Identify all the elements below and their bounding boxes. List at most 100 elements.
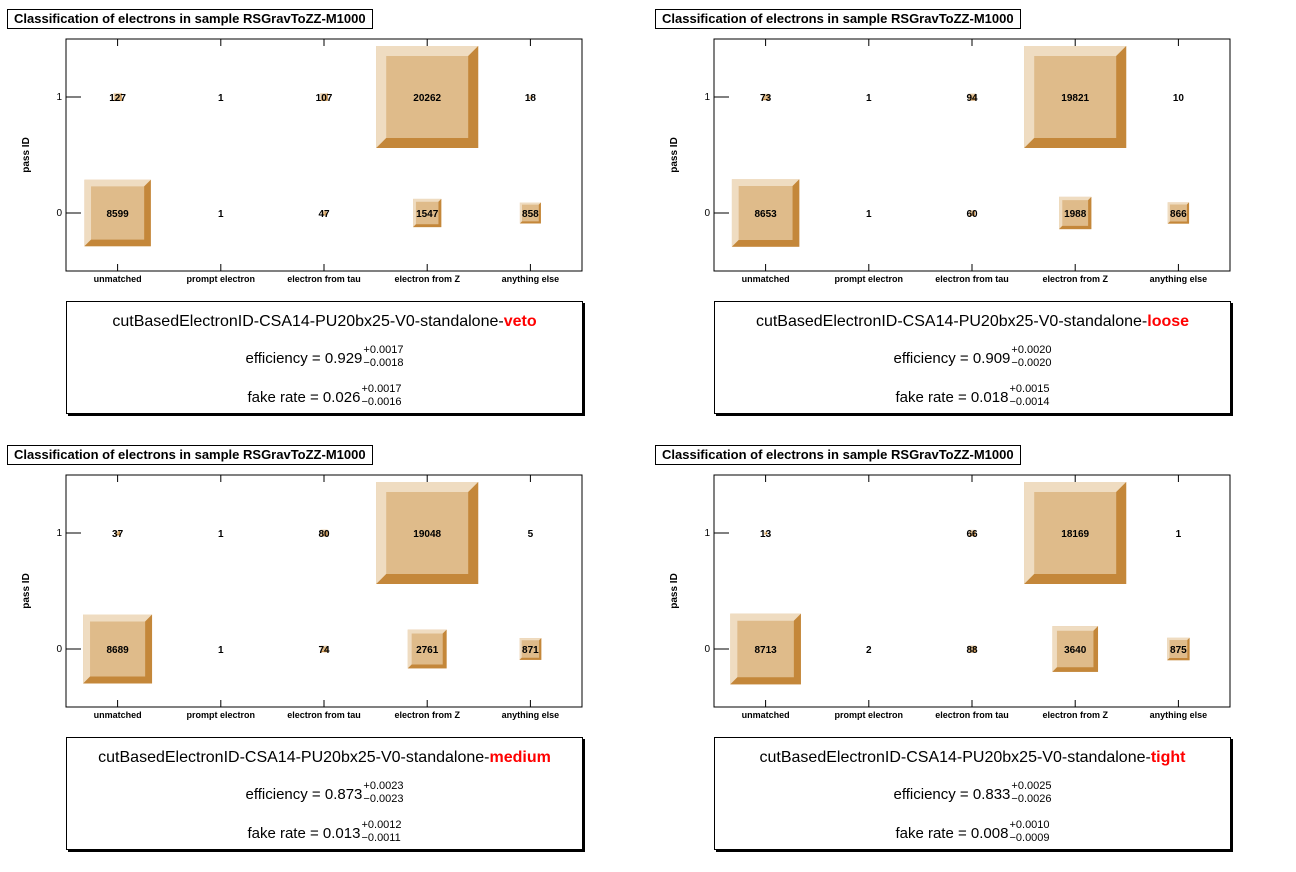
box-bevel-light (519, 638, 542, 660)
cell-value-label: 866 (1170, 209, 1187, 220)
efficiency-errors: +0.0020 −0.0020 (1011, 344, 1051, 370)
box-bevel-light (1059, 196, 1092, 230)
box-face (1059, 196, 1092, 230)
cell-value-label: 1547 (416, 209, 439, 220)
cell-value-label: 858 (522, 209, 539, 220)
box-bevel-dark (731, 179, 800, 247)
efficiency-line: efficiency = 0.929 +0.0017 −0.0018 (67, 344, 582, 372)
box-plot-tight: unmatched prompt electron electron from ta… (669, 474, 1231, 720)
efficiency-label: efficiency = (893, 349, 973, 367)
id-prefix: cutBasedElectronID-CSA14-PU20bx25-V0-sta… (98, 749, 490, 766)
id-summary-box: cutBasedElectronID-CSA14-PU20bx25-V0-sta… (66, 301, 583, 414)
count-box (320, 645, 328, 653)
box-bevel-dark (968, 529, 976, 537)
count-box (1052, 626, 1099, 672)
cell-value-label: 1 (218, 645, 224, 656)
cell-value-label: 127 (109, 93, 126, 104)
fake-rate-label: fake rate = (247, 824, 323, 842)
chart-panel-loose: unmatched prompt electron electron from ta… (648, 0, 1296, 436)
count-box (115, 530, 120, 536)
cell-value-label: 1 (218, 93, 224, 104)
efficiency-err-up: +0.0023 (363, 780, 404, 792)
count-box (113, 92, 122, 102)
cell-value-label: 107 (316, 93, 333, 104)
fake-rate-line: fake rate = 0.026 +0.0017 −0.0016 (67, 383, 582, 411)
box-bevel-dark (1167, 202, 1190, 224)
efficiency-err-down: −0.0020 (1011, 357, 1052, 369)
box-face (969, 210, 975, 216)
y-tick-label: 0 (704, 208, 710, 219)
box-face (320, 529, 328, 537)
efficiency-line: efficiency = 0.873 +0.0023 −0.0023 (67, 780, 582, 808)
count-box (407, 629, 447, 669)
count-box (1059, 196, 1092, 230)
efficiency-errors: +0.0025 −0.0026 (1011, 780, 1051, 806)
plot-title: Classification of electrons in sample RS… (7, 9, 373, 29)
box-plot-veto: unmatched prompt electron electron from ta… (21, 38, 583, 284)
box-face (320, 645, 328, 653)
cell-value-label: 3640 (1064, 645, 1087, 656)
working-point: medium (489, 749, 551, 766)
x-tick-label: anything else (502, 274, 560, 284)
box-bevel-dark (407, 629, 447, 669)
cell-value-label: 13 (760, 529, 772, 540)
count-box (968, 529, 976, 537)
efficiency-errors: +0.0017 −0.0018 (363, 344, 403, 370)
fake-rate-err-down: −0.0009 (1009, 832, 1050, 844)
x-tick-label: prompt electron (187, 274, 256, 284)
y-tick-label: 1 (704, 528, 710, 539)
box-face (113, 92, 122, 102)
box-bevel-dark (320, 529, 328, 537)
count-box (764, 531, 767, 535)
box-face (83, 614, 153, 684)
y-axis-title: pass ID (669, 137, 680, 173)
box-bevel-light (730, 613, 801, 685)
x-tick-label: anything else (1150, 710, 1208, 720)
cell-value-label: 1 (866, 93, 872, 104)
cell-value-label: 37 (112, 529, 124, 540)
y-axis-title: pass ID (21, 137, 32, 173)
fake-rate-value: 0.008 (970, 824, 1009, 842)
efficiency-err-down: −0.0023 (363, 793, 404, 805)
box-face (968, 645, 976, 653)
y-tick-label: 0 (56, 644, 62, 655)
box-face (764, 531, 767, 535)
box-plot-loose: unmatched prompt electron electron from ta… (669, 38, 1231, 284)
id-summary-box: cutBasedElectronID-CSA14-PU20bx25-V0-sta… (714, 737, 1231, 850)
box-face (321, 210, 327, 216)
cell-value-label: 1988 (1064, 209, 1087, 220)
cell-value-label: 1 (218, 529, 224, 540)
box-face (1167, 202, 1190, 224)
box-bevel-light (84, 179, 151, 247)
x-tick-label: electron from Z (1042, 710, 1108, 720)
box-face (528, 95, 532, 99)
cell-value-label: 2761 (416, 645, 439, 656)
count-box (376, 46, 479, 148)
count-box (730, 613, 801, 685)
y-axis-title: pass ID (669, 573, 680, 609)
count-box (320, 93, 328, 101)
cell-value-label: 47 (318, 209, 330, 220)
cell-value-label: 8713 (754, 645, 777, 656)
cell-value-label: 20262 (413, 93, 441, 104)
box-face (413, 198, 442, 228)
efficiency-value: 0.873 (324, 785, 363, 803)
box-bevel-dark (968, 645, 976, 653)
id-prefix: cutBasedElectronID-CSA14-PU20bx25-V0-sta… (755, 313, 1148, 330)
fake-rate-err-up: +0.0017 (361, 383, 402, 395)
y-tick-label: 1 (56, 528, 62, 539)
x-tick-label: unmatched (742, 274, 790, 284)
cell-value-label: 1 (1176, 529, 1182, 540)
cell-value-label: 80 (318, 529, 330, 540)
efficiency-line: efficiency = 0.833 +0.0025 −0.0026 (715, 780, 1230, 808)
x-tick-label: prompt electron (835, 710, 904, 720)
box-face (519, 638, 542, 660)
box-face (1024, 482, 1127, 584)
y-tick-label: 0 (704, 644, 710, 655)
box-bevel-light (968, 529, 976, 537)
box-face (376, 482, 479, 584)
efficiency-value: 0.909 (972, 349, 1011, 367)
count-box (84, 179, 151, 247)
cell-value-label: 10 (1173, 93, 1185, 104)
id-prefix: cutBasedElectronID-CSA14-PU20bx25-V0-sta… (759, 749, 1151, 766)
